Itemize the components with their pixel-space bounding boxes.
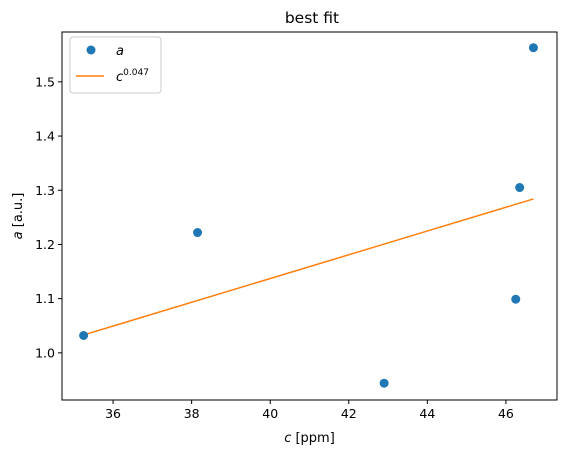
legend-label-fit-exponent: 0.047 <box>123 68 149 78</box>
plot-area <box>79 43 538 388</box>
x-tick-label: 44 <box>419 406 435 421</box>
data-point <box>511 294 521 304</box>
y-axis-label-unit: [a.u.] <box>11 193 26 232</box>
legend: a c0.047 <box>69 36 162 94</box>
y-axis-label-symbol: a <box>11 231 26 239</box>
data-point <box>528 43 538 53</box>
x-tick-label: 40 <box>262 406 278 421</box>
y-tick-label: 1.5 <box>35 74 55 89</box>
x-tick-label: 38 <box>184 406 200 421</box>
y-axis-label: a [a.u.] <box>11 193 26 240</box>
y-tick-label: 1.3 <box>35 183 55 198</box>
data-point <box>379 378 389 388</box>
legend-label-fit: c0.047 <box>116 68 149 85</box>
y-tick-label: 1.1 <box>35 291 55 306</box>
y-tick-label: 1.2 <box>35 237 55 252</box>
data-point <box>515 183 525 193</box>
axes: 36 38 40 42 44 46 1.0 1.1 1.2 1.3 1.4 1.5 <box>35 74 514 421</box>
y-tick-label: 1.4 <box>35 129 55 144</box>
x-tick-label: 46 <box>498 406 514 421</box>
data-point <box>193 228 203 238</box>
x-axis-label-unit: [ppm] <box>291 431 334 446</box>
y-tick-label: 1.0 <box>35 345 55 360</box>
legend-label-a: a <box>116 44 124 59</box>
plot-frame <box>61 31 558 401</box>
legend-marker-a <box>86 45 96 55</box>
x-axis-label-symbol: c <box>284 431 291 446</box>
chart-title: best fit <box>285 9 339 27</box>
fit-line <box>83 198 534 336</box>
legend-label-fit-base: c <box>116 70 123 85</box>
data-point <box>79 331 89 341</box>
x-tick-label: 36 <box>105 406 121 421</box>
x-axis-label: c [ppm] <box>284 431 335 446</box>
x-tick-label: 42 <box>341 406 357 421</box>
